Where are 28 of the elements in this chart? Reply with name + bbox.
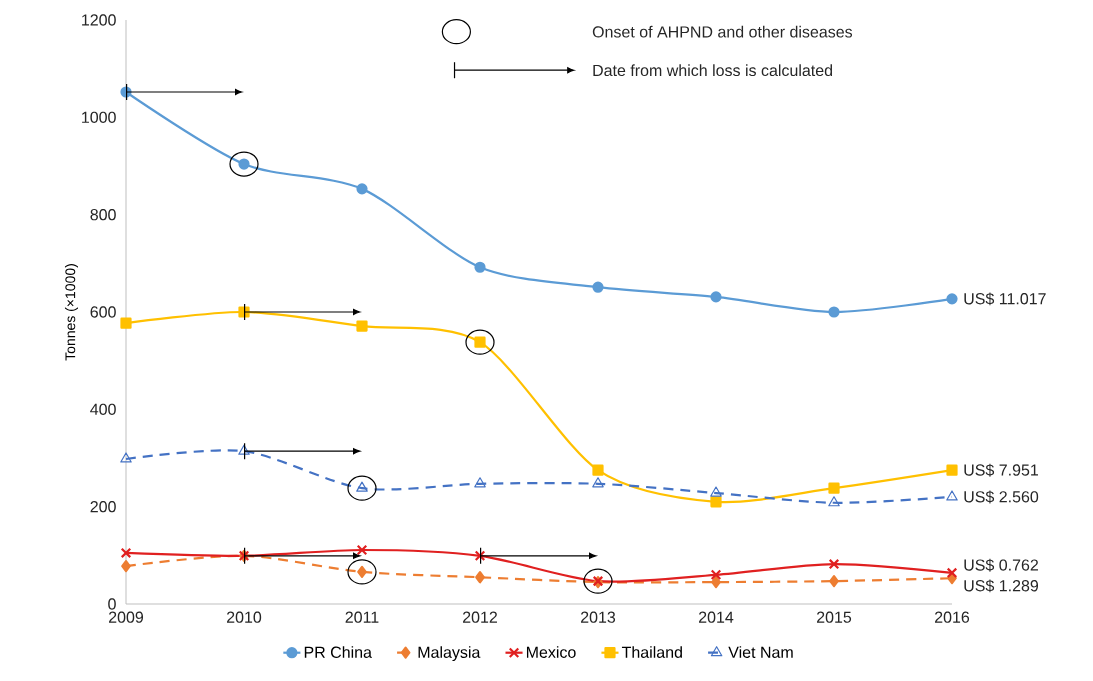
x-tick-label: 2014	[699, 611, 734, 623]
annotation: US$ 11.017	[964, 292, 1046, 306]
x-tick-label: 2016	[935, 611, 970, 623]
y-tick-label: 400	[90, 403, 116, 415]
x-tick-label: 2010	[227, 611, 262, 623]
x-tick-label: 2009	[109, 611, 144, 623]
legend-label: Malaysia	[418, 646, 481, 662]
y-tick-label: 1000	[82, 111, 116, 123]
legend-label: PR China	[304, 646, 372, 658]
y-tick-label: 200	[90, 501, 116, 513]
legend-label: Thailand	[621, 646, 682, 658]
legend-label: Viet Nam	[728, 646, 793, 658]
annotation: US$ 2.560	[964, 490, 1039, 504]
x-tick-label: 2011	[345, 611, 379, 623]
legend-label: Mexico	[526, 646, 576, 658]
x-tick-label: 2015	[817, 611, 852, 623]
annotation: US$ 1.289	[964, 579, 1039, 593]
x-tick-label: 2013	[581, 611, 616, 623]
annotation: US$ 7.951	[964, 463, 1038, 477]
y-axis-title: Tonnes (×1000)	[64, 264, 79, 361]
annotation: Onset of AHPND and other diseases	[592, 25, 853, 38]
y-tick-label: 600	[90, 306, 116, 318]
y-tick-label: 0	[108, 598, 116, 610]
x-tick-label: 2012	[463, 611, 497, 623]
y-tick-label: 1200	[82, 14, 116, 26]
annotation: Date from which loss is calculated	[593, 64, 833, 77]
y-tick-label: 800	[90, 209, 116, 221]
annotation: US$ 0.762	[964, 558, 1038, 572]
